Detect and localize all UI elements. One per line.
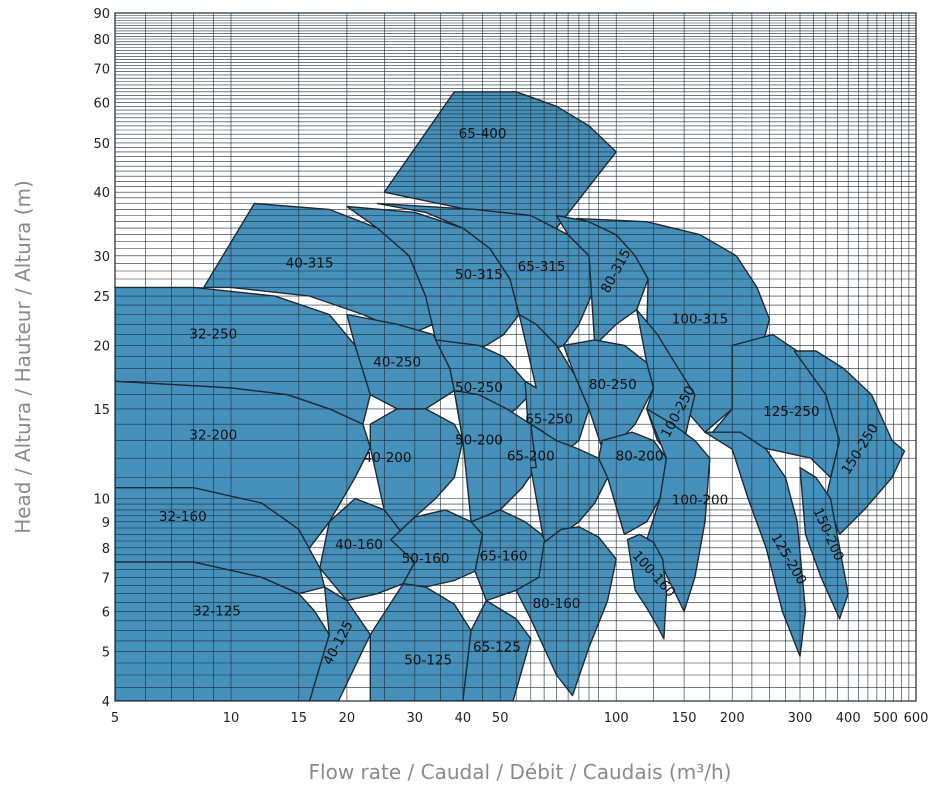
y-tick-label: 60 — [93, 97, 110, 112]
y-axis-title: Head / Altura / Hauteur / Altura (m) — [11, 180, 35, 534]
x-axis-title: Flow rate / Caudal / Débit / Caudais (m³… — [309, 760, 732, 784]
y-tick-label: 8 — [102, 542, 110, 557]
pump-regions — [115, 91, 906, 701]
label-50-315: 50-315 — [455, 267, 503, 283]
label-50-250: 50-250 — [455, 380, 503, 396]
region-65-200 — [530, 423, 609, 544]
y-tick-label: 5 — [102, 646, 110, 661]
x-tick-label: 500 — [873, 711, 898, 726]
label-80-160: 80-160 — [533, 596, 581, 612]
region-100-315 — [576, 217, 771, 433]
y-tick-label: 30 — [93, 250, 110, 265]
y-tick-label: 25 — [93, 290, 110, 305]
region-50-125 — [369, 583, 472, 701]
region-100-160 — [626, 533, 668, 640]
y-tick-label: 7 — [102, 571, 110, 586]
label-32-200: 32-200 — [189, 428, 237, 444]
plot-frame — [114, 12, 917, 702]
label-65-125: 65-125 — [473, 639, 521, 655]
y-tick-label: 80 — [93, 33, 110, 48]
label-65-250: 65-250 — [525, 412, 573, 428]
y-axis-ticks: 4 5 6 7 8 9 10 15 20 25 30 40 50 60 70 80 90 — [93, 7, 110, 710]
label-40-160: 40-160 — [335, 537, 383, 553]
label-80-200: 80-200 — [616, 448, 664, 464]
label-125-250: 125-250 — [763, 404, 819, 420]
label-65-315: 65-315 — [518, 259, 566, 275]
x-tick-label: 20 — [339, 711, 356, 726]
label-40-200: 40-200 — [364, 450, 412, 466]
label-80-250: 80-250 — [589, 377, 637, 393]
label-50-200: 50-200 — [455, 433, 503, 449]
region-125-200 — [704, 431, 807, 657]
label-65-400: 65-400 — [459, 126, 507, 142]
label-32-250: 32-250 — [189, 327, 237, 343]
chart-grid — [114, 12, 917, 702]
y-tick-label: 9 — [102, 516, 110, 531]
x-tick-label: 150 — [672, 711, 697, 726]
y-tick-label: 50 — [93, 137, 110, 152]
y-tick-label: 15 — [93, 403, 110, 418]
y-tick-label: 4 — [102, 695, 110, 710]
x-tick-label: 10 — [223, 711, 240, 726]
label-40-315: 40-315 — [286, 255, 334, 271]
x-tick-label: 300 — [788, 711, 813, 726]
label-40-250: 40-250 — [373, 355, 421, 371]
y-tick-label: 40 — [93, 186, 110, 201]
y-tick-label: 10 — [93, 493, 110, 508]
label-50-125: 50-125 — [404, 653, 452, 669]
x-tick-label: 200 — [720, 711, 745, 726]
x-tick-label: 15 — [291, 711, 308, 726]
label-50-160: 50-160 — [402, 551, 450, 567]
x-axis-ticks: 5 10 15 20 30 40 50 100 150 200 300 400 500 600 — [111, 711, 929, 726]
label-65-160: 65-160 — [480, 548, 528, 564]
x-tick-label: 400 — [836, 711, 861, 726]
label-100-200: 100-200 — [672, 493, 728, 509]
region-40-250 — [346, 313, 455, 410]
x-tick-label: 30 — [407, 711, 424, 726]
x-tick-label: 5 — [111, 711, 119, 726]
label-65-200: 65-200 — [507, 448, 555, 464]
label-32-125: 32-125 — [193, 603, 241, 619]
y-tick-label: 6 — [102, 605, 110, 620]
x-tick-label: 600 — [904, 711, 929, 726]
x-tick-label: 40 — [455, 711, 472, 726]
y-tick-label: 90 — [93, 7, 110, 22]
x-tick-label: 50 — [492, 711, 509, 726]
y-tick-label: 70 — [93, 63, 110, 78]
x-tick-label: 100 — [604, 711, 629, 726]
label-32-160: 32-160 — [159, 509, 207, 525]
y-tick-label: 20 — [93, 339, 110, 354]
label-100-315: 100-315 — [672, 311, 728, 327]
